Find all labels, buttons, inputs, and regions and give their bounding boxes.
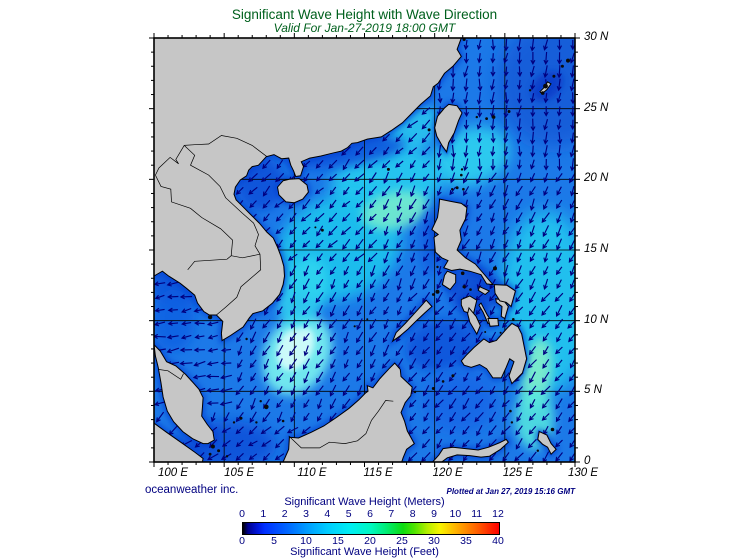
lon-tick-label: 100 E [158, 467, 189, 479]
lon-tick-label: 125 E [502, 467, 533, 479]
colorbar-feet-tick: 10 [300, 535, 312, 547]
map-frame [153, 37, 576, 463]
colorbar-meters-tick: 4 [324, 508, 331, 520]
country-borders-layer [155, 135, 394, 449]
map-inner [154, 38, 575, 462]
colorbar-feet-tick: 20 [364, 535, 376, 547]
wave-direction-arrows [154, 38, 575, 462]
colorbar-feet-tick: 35 [460, 535, 472, 547]
colorbar-meters-tick: 12 [492, 508, 504, 520]
page-title: Significant Wave Height with Wave Direct… [231, 7, 498, 22]
lon-tick-label: 130 E [568, 467, 599, 479]
colorbar-meters-label: Significant Wave Height (Meters) [284, 496, 445, 508]
lat-tick-label: 0 [584, 455, 591, 467]
colorbar-meters-tick: 1 [260, 508, 267, 520]
colorbar-meters-tick: 11 [471, 508, 483, 520]
plotted-timestamp: Plotted at Jan 27, 2019 15:16 GMT [446, 487, 576, 496]
colorbar-meters-tick: 10 [449, 508, 462, 520]
colorbar-meters-tick: 0 [239, 508, 245, 520]
colorbar-meters-tick: 2 [281, 508, 288, 520]
colorbar-feet-tick: 15 [332, 535, 344, 547]
wave-height-map [149, 33, 580, 467]
lat-tick-label: 20 N [584, 172, 609, 185]
valid-time-subtitle: Valid For Jan-27-2019 18:00 GMT [273, 21, 456, 35]
colorbar-feet-tick: 0 [239, 535, 245, 547]
lon-tick-label: 115 E [363, 467, 393, 479]
colorbar-feet-tick: 25 [396, 535, 408, 547]
land-layer [154, 38, 570, 462]
colorbar-feet-tick: 5 [271, 535, 277, 547]
colorbar-meters-tick: 5 [345, 508, 352, 520]
lon-tick-label: 120 E [432, 467, 463, 479]
colorbar-meters-tick: 7 [388, 508, 395, 520]
lon-tick-label: 110 E [297, 467, 327, 479]
lat-tick-label: 15 N [584, 243, 609, 255]
credit-text: oceanweather inc. [145, 484, 239, 496]
colorbar-meters-tick: 8 [409, 508, 416, 520]
colorbar-feet-tick: 40 [492, 535, 504, 547]
lat-tick-label: 25 N [584, 101, 609, 114]
colorbar-meters-tick: 6 [367, 508, 373, 520]
lat-tick-label: 30 N [584, 31, 609, 43]
colorbar-meters-tick: 3 [303, 508, 309, 520]
lat-tick-label: 5 N [584, 384, 602, 397]
lat-tick-label: 10 N [584, 313, 609, 326]
colorbar-feet-label: Significant Wave Height (Feet) [290, 546, 439, 558]
colorbar-meters-tick: 9 [431, 508, 437, 520]
colorbar-feet-tick: 30 [428, 535, 440, 547]
lon-tick-label: 105 E [224, 467, 255, 479]
colorbar-gradient [242, 522, 500, 535]
